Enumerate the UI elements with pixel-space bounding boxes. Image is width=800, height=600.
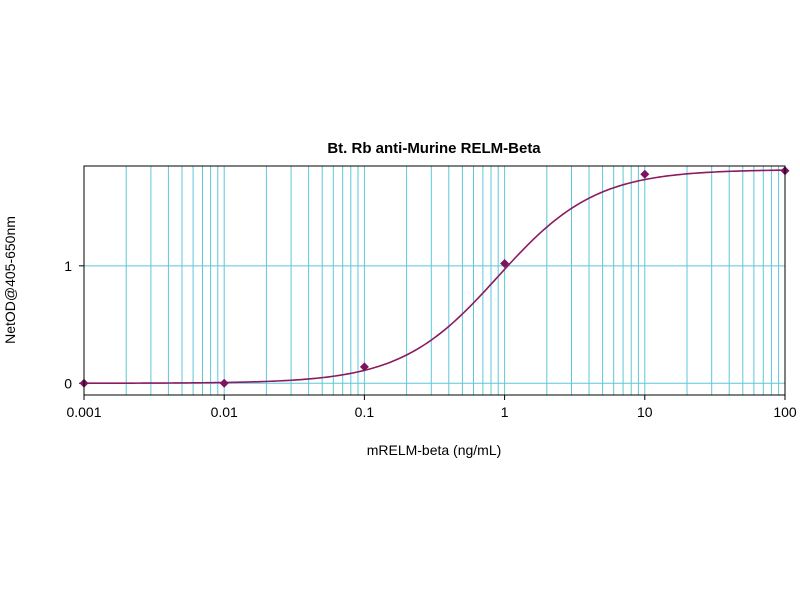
data-points xyxy=(80,166,790,388)
y-tick-labels: 01 xyxy=(64,258,84,391)
x-tick-label: 0.001 xyxy=(66,404,101,420)
x-tick-label: 10 xyxy=(637,404,653,420)
fitted-curve xyxy=(84,170,785,383)
data-point xyxy=(640,170,649,179)
x-axis-label: mRELM-beta (ng/mL) xyxy=(367,442,502,458)
y-axis-label: NetOD@405-650nm xyxy=(2,216,18,344)
y-tick-label: 1 xyxy=(64,258,72,274)
x-tick-label: 1 xyxy=(501,404,509,420)
data-point xyxy=(220,379,229,388)
x-tick-label: 0.1 xyxy=(355,404,375,420)
y-tick-label: 0 xyxy=(64,375,72,391)
x-tick-labels: 0.001 0.01 0.1 1 10 100 xyxy=(66,395,796,420)
chart-title: Bt. Rb anti-Murine RELM-Beta xyxy=(327,140,541,157)
grid-lines xyxy=(84,166,785,395)
x-tick-label: 100 xyxy=(773,404,797,420)
x-tick-label: 0.01 xyxy=(211,404,238,420)
plot-frame xyxy=(84,166,785,395)
